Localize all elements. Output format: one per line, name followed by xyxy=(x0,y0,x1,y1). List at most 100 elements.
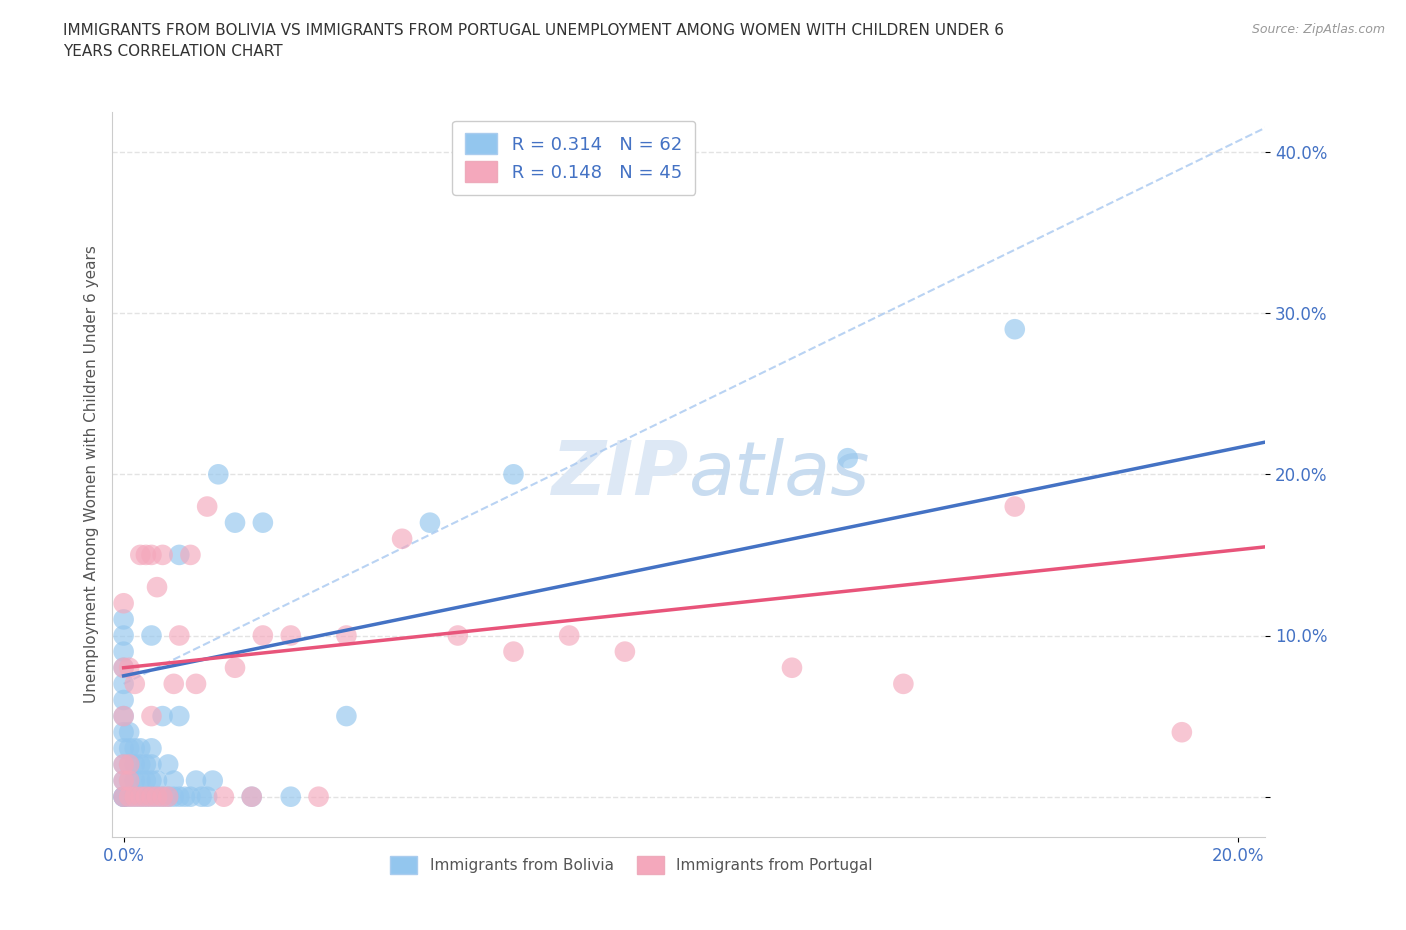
Point xyxy=(212,790,235,804)
Point xyxy=(124,741,146,756)
Point xyxy=(157,790,180,804)
Point xyxy=(118,773,141,788)
Point xyxy=(224,660,246,675)
Point xyxy=(152,790,174,804)
Point xyxy=(252,515,274,530)
Point xyxy=(179,548,201,563)
Point xyxy=(179,790,201,804)
Point xyxy=(152,548,174,563)
Point xyxy=(1004,499,1026,514)
Point xyxy=(124,790,146,804)
Point xyxy=(240,790,263,804)
Point xyxy=(124,773,146,788)
Point xyxy=(124,757,146,772)
Point xyxy=(157,757,180,772)
Point xyxy=(447,628,470,643)
Point xyxy=(118,773,141,788)
Point xyxy=(112,757,135,772)
Point xyxy=(207,467,229,482)
Point xyxy=(135,790,157,804)
Point xyxy=(118,790,141,804)
Point xyxy=(146,790,169,804)
Point xyxy=(112,644,135,659)
Point xyxy=(112,790,135,804)
Text: Source: ZipAtlas.com: Source: ZipAtlas.com xyxy=(1251,23,1385,36)
Point xyxy=(112,741,135,756)
Point xyxy=(112,709,135,724)
Point xyxy=(129,757,152,772)
Point xyxy=(169,709,191,724)
Point xyxy=(141,709,163,724)
Point xyxy=(558,628,581,643)
Point xyxy=(195,790,218,804)
Point xyxy=(163,773,186,788)
Point xyxy=(308,790,330,804)
Point xyxy=(141,790,163,804)
Point xyxy=(141,548,163,563)
Point xyxy=(135,548,157,563)
Point xyxy=(157,790,180,804)
Point xyxy=(893,676,915,691)
Point xyxy=(141,628,163,643)
Point xyxy=(502,644,524,659)
Point xyxy=(135,773,157,788)
Point xyxy=(112,660,135,675)
Point xyxy=(201,773,224,788)
Point xyxy=(780,660,803,675)
Point xyxy=(135,790,157,804)
Point xyxy=(1004,322,1026,337)
Point xyxy=(112,596,135,611)
Point xyxy=(195,499,218,514)
Point xyxy=(112,724,135,739)
Point xyxy=(173,790,195,804)
Point xyxy=(124,790,146,804)
Point xyxy=(837,451,859,466)
Point xyxy=(252,628,274,643)
Point xyxy=(112,628,135,643)
Point xyxy=(190,790,212,804)
Point xyxy=(112,757,135,772)
Text: IMMIGRANTS FROM BOLIVIA VS IMMIGRANTS FROM PORTUGAL UNEMPLOYMENT AMONG WOMEN WIT: IMMIGRANTS FROM BOLIVIA VS IMMIGRANTS FR… xyxy=(63,23,1004,60)
Y-axis label: Unemployment Among Women with Children Under 6 years: Unemployment Among Women with Children U… xyxy=(83,246,98,703)
Point xyxy=(112,660,135,675)
Point xyxy=(184,676,207,691)
Text: atlas: atlas xyxy=(689,438,870,511)
Point xyxy=(280,628,302,643)
Point xyxy=(124,676,146,691)
Point xyxy=(419,515,441,530)
Point xyxy=(118,660,141,675)
Point xyxy=(141,773,163,788)
Point xyxy=(129,773,152,788)
Point xyxy=(112,676,135,691)
Point xyxy=(112,790,135,804)
Text: ZIP: ZIP xyxy=(551,438,689,511)
Point xyxy=(129,790,152,804)
Point xyxy=(163,676,186,691)
Point xyxy=(1171,724,1194,739)
Point xyxy=(112,790,135,804)
Point xyxy=(613,644,636,659)
Point xyxy=(335,709,357,724)
Point xyxy=(240,790,263,804)
Point xyxy=(112,612,135,627)
Point xyxy=(141,790,163,804)
Point xyxy=(152,709,174,724)
Point xyxy=(391,531,413,546)
Point xyxy=(135,757,157,772)
Point xyxy=(146,579,169,594)
Point xyxy=(280,790,302,804)
Point xyxy=(118,741,141,756)
Point xyxy=(146,790,169,804)
Point xyxy=(129,790,152,804)
Legend: Immigrants from Bolivia, Immigrants from Portugal: Immigrants from Bolivia, Immigrants from… xyxy=(384,850,879,880)
Point xyxy=(184,773,207,788)
Point xyxy=(129,741,152,756)
Point xyxy=(112,773,135,788)
Point xyxy=(118,757,141,772)
Point xyxy=(224,515,246,530)
Point xyxy=(152,790,174,804)
Point xyxy=(112,773,135,788)
Point xyxy=(112,693,135,708)
Point xyxy=(141,741,163,756)
Point xyxy=(118,790,141,804)
